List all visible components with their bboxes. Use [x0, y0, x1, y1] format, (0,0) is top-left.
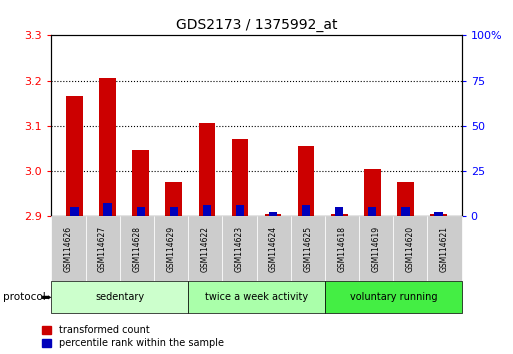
Bar — [401, 207, 409, 216]
Text: GSM114629: GSM114629 — [167, 225, 175, 272]
Bar — [298, 146, 314, 216]
Bar — [397, 182, 413, 216]
Bar — [104, 203, 112, 216]
Bar — [199, 124, 215, 216]
Title: GDS2173 / 1375992_at: GDS2173 / 1375992_at — [176, 18, 337, 32]
Bar — [232, 139, 248, 216]
Text: twice a week activity: twice a week activity — [205, 292, 308, 302]
Bar — [66, 96, 83, 216]
Bar — [70, 207, 78, 216]
Text: GSM114625: GSM114625 — [303, 225, 312, 272]
Bar — [331, 214, 347, 216]
Text: GSM114619: GSM114619 — [372, 225, 381, 272]
Bar — [236, 205, 244, 216]
Text: GSM114622: GSM114622 — [201, 226, 210, 272]
Bar — [368, 207, 377, 216]
Text: GSM114628: GSM114628 — [132, 226, 141, 272]
Bar — [100, 78, 116, 216]
Bar — [265, 214, 281, 216]
Text: GSM114627: GSM114627 — [98, 225, 107, 272]
Legend: transformed count, percentile rank within the sample: transformed count, percentile rank withi… — [41, 324, 225, 349]
Bar — [430, 214, 447, 216]
Text: GSM114621: GSM114621 — [440, 226, 449, 272]
Bar — [132, 150, 149, 216]
Bar — [170, 207, 178, 216]
Bar — [435, 212, 443, 216]
Text: GSM114626: GSM114626 — [64, 225, 73, 272]
Text: GSM114624: GSM114624 — [269, 225, 278, 272]
Bar — [302, 205, 310, 216]
Bar — [166, 182, 182, 216]
Text: GSM114623: GSM114623 — [235, 225, 244, 272]
Text: protocol: protocol — [3, 292, 45, 302]
Text: GSM114618: GSM114618 — [338, 226, 346, 272]
Bar — [364, 169, 381, 216]
Bar — [269, 212, 277, 216]
Bar — [203, 205, 211, 216]
Text: sedentary: sedentary — [95, 292, 144, 302]
Bar — [136, 207, 145, 216]
Bar — [335, 207, 343, 216]
Text: GSM114620: GSM114620 — [406, 225, 415, 272]
Text: voluntary running: voluntary running — [349, 292, 437, 302]
